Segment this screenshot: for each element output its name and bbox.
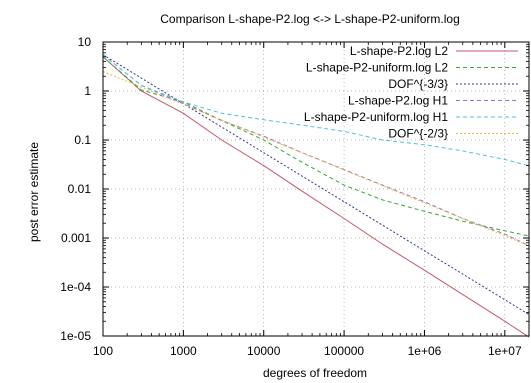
x-tick-label: 100 [93, 344, 113, 358]
legend-label: L-shape-P2.log H1 [348, 94, 448, 108]
series-line [102, 54, 530, 315]
y-tick-label: 0.1 [74, 133, 91, 147]
x-axis-label: degrees of freedom [263, 366, 367, 380]
y-axis-label: post error estimate [27, 142, 41, 242]
x-tick-label: 1000 [170, 344, 197, 358]
series-line [102, 56, 530, 237]
x-tick-label: 10000 [247, 344, 281, 358]
series-line [102, 54, 530, 247]
x-tick-label: 1e+07 [488, 344, 522, 358]
y-tick-label: 1 [84, 84, 91, 98]
legend-label: L-shape-P2-uniform.log L2 [306, 61, 448, 75]
legend: L-shape-P2.log L2 L-shape-P2-uniform.log … [304, 44, 518, 141]
legend-label: L-shape-P2.log L2 [350, 44, 448, 58]
y-tick-label: 1e-04 [60, 280, 91, 294]
legend-label: L-shape-P2-uniform.log H1 [304, 110, 448, 124]
y-tick-label: 0.001 [61, 231, 91, 245]
x-tick-label: 1e+06 [408, 344, 442, 358]
series-line [102, 56, 530, 338]
chart-title: Comparison L-shape-P2.log <-> L-shape-P2… [160, 12, 460, 26]
y-tick-label: 10 [78, 35, 92, 49]
series-line [102, 71, 530, 247]
tick-layer: 100 1000 10000 100000 1e+06 1e+07 10 1 0.1 0.01 0.… [60, 35, 530, 358]
legend-label: DOF^{-3/3} [388, 77, 448, 91]
grid-layer [103, 42, 529, 336]
y-tick-label: 0.01 [68, 182, 92, 196]
series-layer [102, 54, 530, 338]
x-tick-label: 100000 [324, 344, 364, 358]
legend-label: DOF^{-2/3} [388, 127, 448, 141]
series-line [102, 54, 530, 167]
y-tick-label: 1e-05 [60, 329, 91, 343]
